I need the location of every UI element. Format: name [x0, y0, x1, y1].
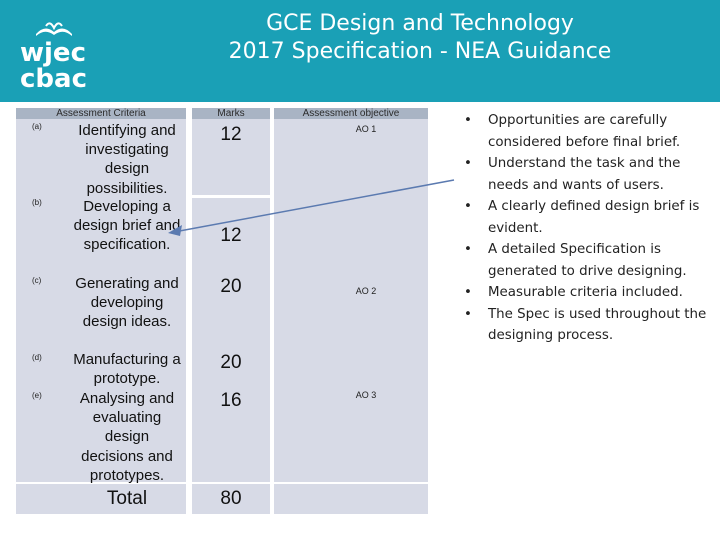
bullet-item: • Opportunities are carefully considered …	[462, 110, 712, 153]
row-letter: (e)	[32, 391, 42, 400]
bullet-text: A detailed Specification is generated to…	[488, 242, 687, 279]
objective-column-bg	[274, 119, 428, 514]
criteria-column-bg	[16, 119, 186, 514]
bullet-item: • A detailed Specification is generated t…	[462, 239, 712, 282]
bullet-text: The Spec is used throughout the designin…	[488, 306, 707, 344]
guidance-bullet-list: • Opportunities are carefully considered …	[462, 110, 712, 347]
page-title: GCE Design and Technology 2017 Specifica…	[150, 10, 690, 66]
title-line-1: GCE Design and Technology	[266, 11, 574, 36]
objective-ao2: AO 2	[355, 286, 377, 296]
bullet-icon: •	[464, 306, 472, 322]
assessment-table: Assessment Criteria Marks Assessment obj…	[16, 108, 428, 514]
bullet-item: • Measurable criteria included.	[462, 282, 712, 304]
bullet-icon: •	[464, 285, 472, 300]
bullet-item: • The Spec is used throughout the designi…	[462, 304, 712, 347]
marks-divider	[192, 195, 270, 198]
total-marks: 80	[220, 488, 242, 509]
bullet-item: • A clearly defined design brief is evide…	[462, 196, 712, 239]
objective-ao1: AO 1	[355, 124, 377, 134]
header-objective: Assessment objective	[274, 108, 428, 119]
bullet-text: Understand the task and the needs and wa…	[488, 156, 681, 193]
marks-value: 20	[220, 276, 242, 297]
criteria-total-divider	[16, 482, 428, 484]
title-line-2: 2017 Specification - NEA Guidance	[228, 39, 612, 64]
marks-value: 16	[220, 390, 242, 411]
bullet-icon: •	[464, 242, 472, 257]
marks-value: 12	[220, 225, 242, 246]
marks-value: 12	[220, 124, 242, 145]
header-criteria: Assessment Criteria	[16, 108, 186, 119]
wjec-cbac-logo: wjec cbac	[20, 20, 88, 92]
criterion-text: Developing a design brief and specificat…	[73, 198, 181, 254]
objective-ao3: AO 3	[355, 390, 377, 400]
criterion-text: Manufacturing a prototype.	[73, 351, 181, 388]
header-marks: Marks	[192, 108, 270, 119]
total-label: Total	[106, 488, 148, 509]
logo-text-wjec: wjec	[20, 38, 86, 68]
header-banner: wjec cbac GCE Design and Technology 2017…	[0, 0, 720, 102]
bullet-item: • Understand the task and the needs and w…	[462, 153, 712, 196]
bullet-icon: •	[464, 199, 472, 214]
marks-value: 20	[220, 352, 242, 373]
bullet-icon: •	[464, 156, 472, 171]
bullet-text: Measurable criteria included.	[488, 285, 683, 300]
row-letter: (d)	[32, 353, 42, 362]
book-icon	[36, 22, 72, 36]
bullet-text: Opportunities are carefully considered b…	[488, 113, 681, 150]
row-letter: (b)	[32, 198, 42, 207]
row-letter: (a)	[32, 122, 42, 131]
bullet-icon: •	[464, 113, 472, 128]
criterion-text: Identifying and investigating design pos…	[78, 122, 176, 197]
criterion-text: Generating and developing design ideas.	[75, 275, 179, 331]
marks-column-bg	[192, 119, 270, 514]
bullet-text: A clearly defined design brief is eviden…	[488, 199, 700, 236]
row-letter: (c)	[32, 276, 42, 285]
logo-text-cbac: cbac	[20, 64, 87, 94]
criterion-text: Analysing and evaluating design decision…	[79, 390, 175, 484]
